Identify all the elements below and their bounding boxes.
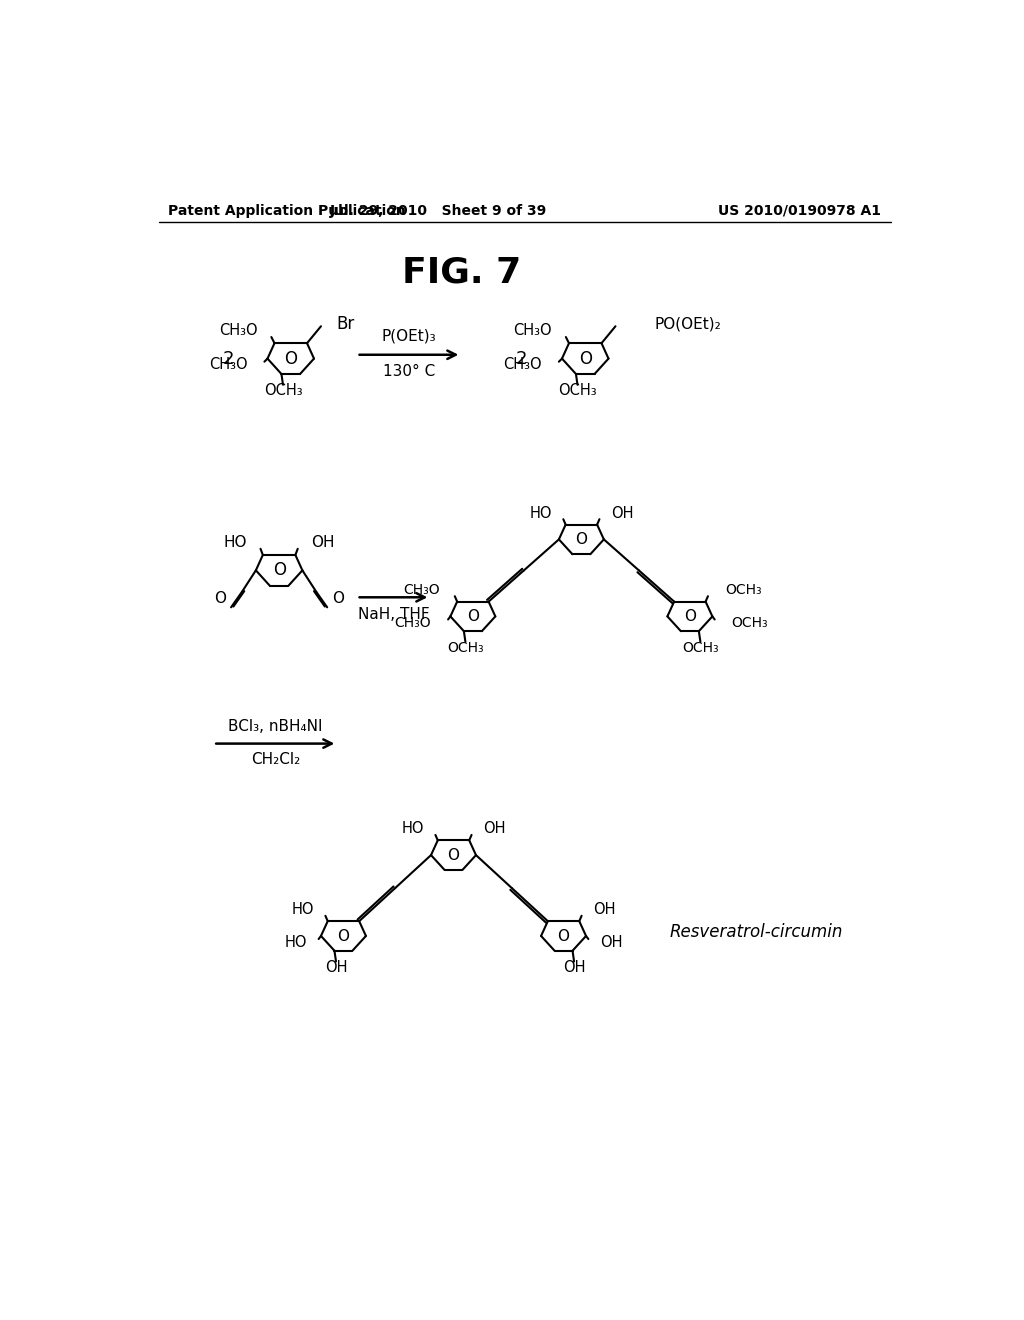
Text: NaH, THF: NaH, THF bbox=[357, 607, 429, 622]
Text: Jul. 29, 2010   Sheet 9 of 39: Jul. 29, 2010 Sheet 9 of 39 bbox=[330, 203, 547, 218]
Text: CH₃O: CH₃O bbox=[403, 583, 440, 597]
Text: OCH₃: OCH₃ bbox=[725, 583, 762, 597]
Text: O: O bbox=[557, 928, 569, 944]
Text: O: O bbox=[285, 350, 297, 367]
Text: OH: OH bbox=[593, 902, 615, 917]
Text: CH₃O: CH₃O bbox=[219, 323, 257, 338]
Text: OCH₃: OCH₃ bbox=[682, 642, 719, 655]
Text: Br: Br bbox=[337, 315, 354, 333]
Text: O: O bbox=[332, 590, 344, 606]
Text: PO(OEt)₂: PO(OEt)₂ bbox=[654, 317, 721, 331]
Text: CH₃O: CH₃O bbox=[503, 358, 542, 372]
Text: OH: OH bbox=[483, 821, 506, 837]
Text: OH: OH bbox=[600, 935, 623, 949]
Text: OCH₃: OCH₃ bbox=[558, 383, 597, 399]
Text: HO: HO bbox=[401, 821, 424, 837]
Text: OH: OH bbox=[311, 535, 335, 550]
Text: FIG. 7: FIG. 7 bbox=[401, 255, 521, 289]
Text: OCH₃: OCH₃ bbox=[264, 383, 302, 399]
Text: OH: OH bbox=[563, 960, 586, 975]
Text: OCH₃: OCH₃ bbox=[447, 642, 483, 655]
Text: O: O bbox=[467, 609, 479, 624]
Text: O: O bbox=[214, 590, 226, 606]
Text: OCH₃: OCH₃ bbox=[732, 615, 768, 630]
Text: O: O bbox=[575, 532, 588, 546]
Text: OH: OH bbox=[325, 960, 347, 975]
Text: HO: HO bbox=[285, 935, 307, 949]
Text: HO: HO bbox=[291, 902, 313, 917]
Text: O: O bbox=[684, 609, 696, 624]
Text: BCl₃, nBH₄NI: BCl₃, nBH₄NI bbox=[228, 719, 323, 734]
Text: O: O bbox=[272, 561, 286, 579]
Text: US 2010/0190978 A1: US 2010/0190978 A1 bbox=[718, 203, 882, 218]
Text: Resveratrol-circumin: Resveratrol-circumin bbox=[669, 923, 843, 941]
Text: 2: 2 bbox=[516, 350, 527, 367]
Text: CH₂Cl₂: CH₂Cl₂ bbox=[251, 751, 300, 767]
Text: 2: 2 bbox=[223, 350, 234, 367]
Text: O: O bbox=[447, 847, 460, 863]
Text: Patent Application Publication: Patent Application Publication bbox=[168, 203, 407, 218]
Text: CH₃O: CH₃O bbox=[513, 323, 552, 338]
Text: O: O bbox=[338, 928, 349, 944]
Text: P(OEt)₃: P(OEt)₃ bbox=[382, 329, 436, 343]
Text: OH: OH bbox=[611, 506, 634, 520]
Text: CH₃O: CH₃O bbox=[209, 358, 248, 372]
Text: HO: HO bbox=[529, 506, 552, 520]
Text: CH₃O: CH₃O bbox=[394, 615, 431, 630]
Text: O: O bbox=[579, 350, 592, 367]
Text: 130° C: 130° C bbox=[383, 364, 435, 379]
Text: HO: HO bbox=[224, 535, 248, 550]
